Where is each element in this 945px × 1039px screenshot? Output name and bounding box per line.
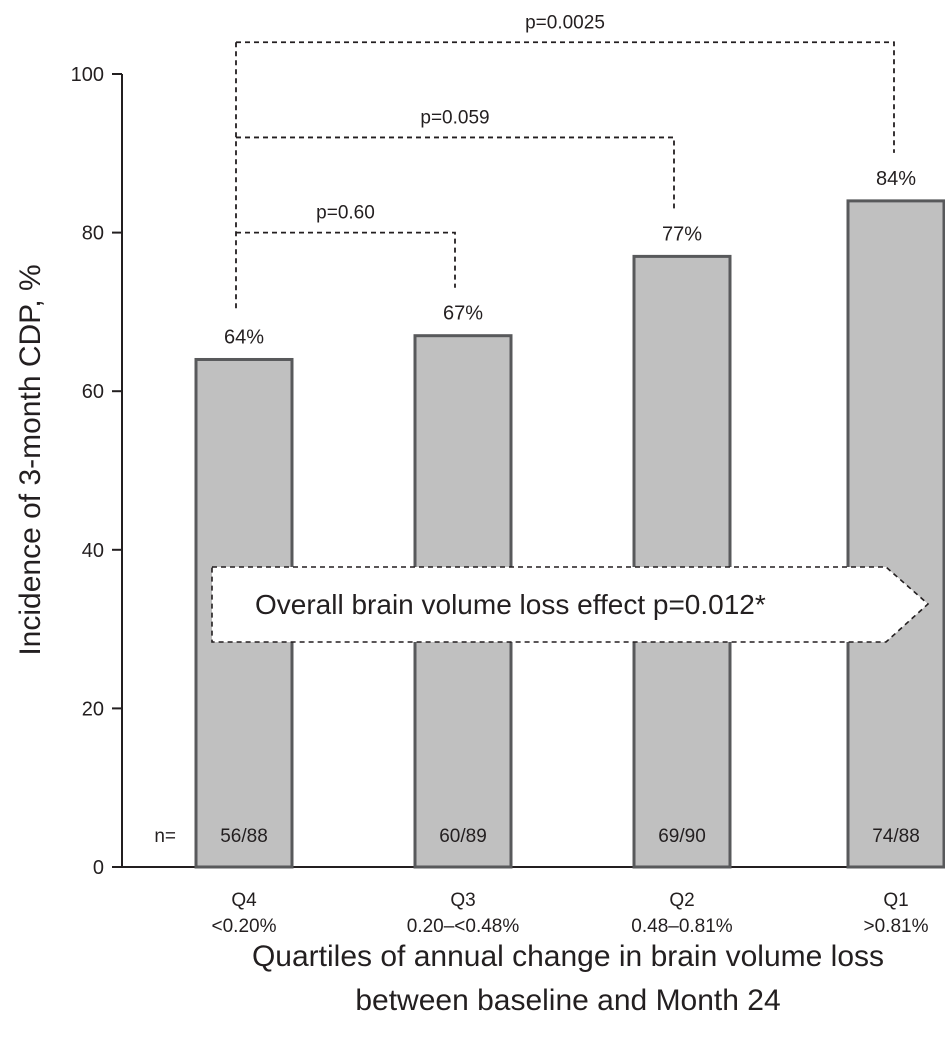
x-axis-title-line-2: between baseline and Month 24 <box>355 984 780 1017</box>
x-category-code: Q3 <box>450 890 475 911</box>
y-tick-label: 20 <box>82 698 104 720</box>
y-tick-label: 100 <box>71 64 104 86</box>
x-category-range: >0.81% <box>864 916 929 937</box>
x-category-code: Q1 <box>883 890 908 911</box>
y-tick-label: 80 <box>82 223 104 245</box>
bar-value-label: 84% <box>876 168 916 190</box>
x-category-code: Q4 <box>231 890 257 911</box>
bar <box>632 254 732 869</box>
n-prefix-label: n= <box>154 826 176 847</box>
bar-value-label: 64% <box>224 326 264 348</box>
bar-value-label: 77% <box>662 223 702 245</box>
banner-text: Overall brain volume loss effect p=0.012… <box>255 589 766 620</box>
y-tick-label: 40 <box>82 540 104 562</box>
comparison-brackets: p=0.60 p=0.059 p=0.0025 <box>235 12 895 312</box>
bar-n-label: 69/90 <box>658 826 706 847</box>
bars: 64% 56/88 Q4 <0.20% 67% 60/89 Q3 0.20–<0.48% 77%… <box>154 168 945 937</box>
comparison-p-label: p=0.0025 <box>525 12 605 33</box>
y-tick-label: 60 <box>82 381 104 403</box>
y-axis-title: Incidence of 3-month CDP, % <box>14 264 47 655</box>
bar-value-label: 67% <box>443 303 483 325</box>
banner-arrow-shape <box>211 566 930 643</box>
comparison-bracket <box>236 41 895 153</box>
comparison-p-label: p=0.059 <box>420 107 489 128</box>
bar <box>846 199 945 869</box>
bar-n-label: 74/88 <box>872 826 920 847</box>
bar-n-label: 56/88 <box>220 826 268 847</box>
x-category-code: Q2 <box>669 890 694 911</box>
overall-effect-banner: Overall brain volume loss effect p=0.012… <box>211 566 930 643</box>
x-axis-title-line-1: Quartiles of annual change in brain volu… <box>252 940 884 973</box>
comparison-p-label: p=0.60 <box>316 203 375 224</box>
x-category-range: <0.20% <box>212 916 277 937</box>
x-category-range: 0.20–<0.48% <box>407 916 520 937</box>
y-tick-label: 0 <box>93 857 104 879</box>
bar-n-label: 60/89 <box>439 826 487 847</box>
comparison-bracket <box>236 136 675 209</box>
comparison-bracket <box>236 231 456 288</box>
x-category-range: 0.48–0.81% <box>631 916 733 937</box>
